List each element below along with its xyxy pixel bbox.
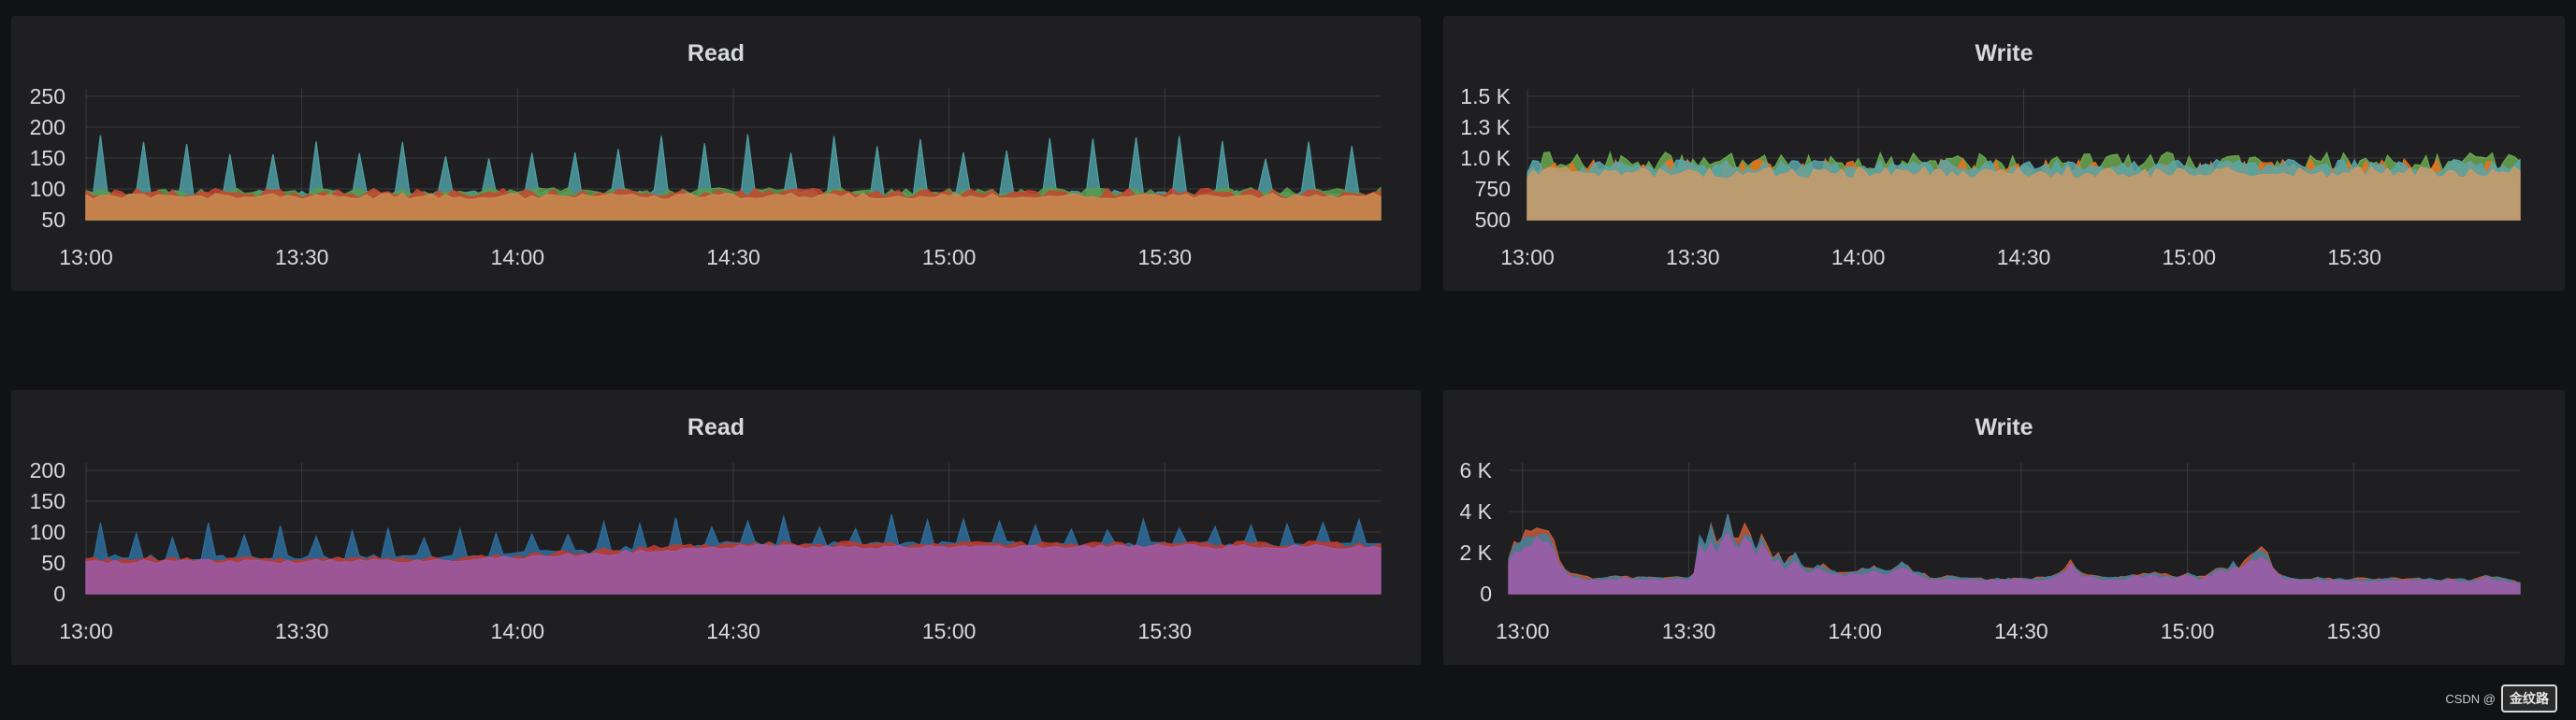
- x-tick-label: 15:30: [2327, 619, 2381, 643]
- series-area-series-purple: [85, 543, 1382, 595]
- x-tick-label: 13:00: [1496, 619, 1550, 643]
- y-tick-label: 4 K: [1459, 499, 1492, 524]
- y-tick-label: 150: [30, 146, 65, 170]
- panel-title: Read: [687, 414, 745, 440]
- series-area-series-orange: [85, 192, 1382, 221]
- y-tick-label: 100: [30, 520, 65, 544]
- x-tick-label: 14:00: [1828, 619, 1882, 643]
- x-tick-label: 15:30: [1138, 245, 1193, 269]
- x-tick-label: 15:00: [2161, 619, 2215, 643]
- x-tick-label: 14:30: [706, 619, 760, 643]
- panel-title: Write: [1975, 414, 2033, 440]
- x-tick-label: 15:30: [2327, 245, 2381, 269]
- x-tick-label: 13:30: [1662, 619, 1716, 643]
- y-tick-label: 50: [41, 208, 65, 232]
- x-tick-label: 13:30: [1666, 245, 1720, 269]
- y-tick-label: 0: [1480, 582, 1492, 606]
- x-tick-label: 15:30: [1138, 619, 1193, 643]
- y-tick-label: 200: [30, 458, 65, 482]
- y-tick-label: 750: [1475, 177, 1511, 201]
- x-tick-label: 15:00: [922, 245, 977, 269]
- x-tick-label: 14:00: [491, 619, 545, 643]
- x-tick-label: 15:00: [922, 619, 977, 643]
- x-tick-label: 13:30: [275, 245, 329, 269]
- panel-write-bottom: Write 6 K 4 K 2 K 0 13:00 13:30 14:00 14:30 15:0…: [1443, 390, 2565, 665]
- x-tick-label: 13:00: [59, 619, 113, 643]
- watermark-text: CSDN @: [2445, 691, 2496, 706]
- y-tick-label: 1.0 K: [1460, 146, 1511, 170]
- y-tick-label: 1.5 K: [1460, 84, 1511, 108]
- panel-title: Read: [687, 40, 745, 66]
- x-tick-label: 14:30: [706, 245, 760, 269]
- y-tick-label: 0: [53, 582, 65, 606]
- y-tick-label: 500: [1475, 208, 1511, 232]
- grid: [1509, 463, 2520, 595]
- x-tick-label: 15:00: [2163, 245, 2217, 269]
- panel-write-top: Write 1.5 K 1.3 K 1.0 K 750 500 13:00 13:30 14:…: [1443, 16, 2565, 291]
- x-tick-label: 14:30: [1994, 619, 2048, 643]
- x-tick-label: 14:30: [1997, 245, 2051, 269]
- x-tick-label: 14:00: [491, 245, 545, 269]
- x-tick-label: 13:00: [1500, 245, 1555, 269]
- watermark-logo: 金纹路: [2501, 684, 2557, 713]
- y-tick-label: 200: [30, 115, 65, 139]
- chart-read-top: 250 200 150 100 50 13:00 13:30 14:00 14:30 15:00 1…: [30, 84, 1382, 269]
- chart-write-bottom: 6 K 4 K 2 K 013:00 13:30 14:00 14:30 15:00 15:30: [1459, 458, 2521, 643]
- y-tick-label: 250: [30, 84, 65, 108]
- panel-title: Write: [1975, 40, 2033, 66]
- y-tick-label: 1.3 K: [1460, 115, 1511, 139]
- series-area-series-purple: [1508, 531, 2521, 595]
- y-tick-label: 50: [41, 551, 65, 575]
- y-tick-label: 2 K: [1459, 540, 1492, 565]
- panel-read-bottom: Read 200 150 100 50 0 13:00 13:30 14:00 14:30 15:…: [11, 390, 1421, 665]
- chart-write-top: 1.5 K 1.3 K 1.0 K 750 500 13:00 13:30 14:00 14:3…: [1460, 84, 2521, 269]
- y-tick-label: 6 K: [1459, 458, 1492, 482]
- x-tick-label: 14:00: [1831, 245, 1886, 269]
- watermark: CSDN @ 金纹路: [2445, 684, 2557, 713]
- y-tick-label: 100: [30, 177, 65, 201]
- y-tick-label: 150: [30, 489, 65, 513]
- series-area-series-tan: [1527, 166, 2521, 221]
- x-tick-label: 13:30: [275, 619, 329, 643]
- panel-read-top: Read 250 200 150 100 50 13:00 13:30 14:00 14:30 1…: [11, 16, 1421, 291]
- chart-read-bottom: 200 150 100 50 0 13:00 13:30 14:00 14:30 15:00 15:…: [30, 458, 1382, 643]
- x-tick-label: 13:00: [59, 245, 113, 269]
